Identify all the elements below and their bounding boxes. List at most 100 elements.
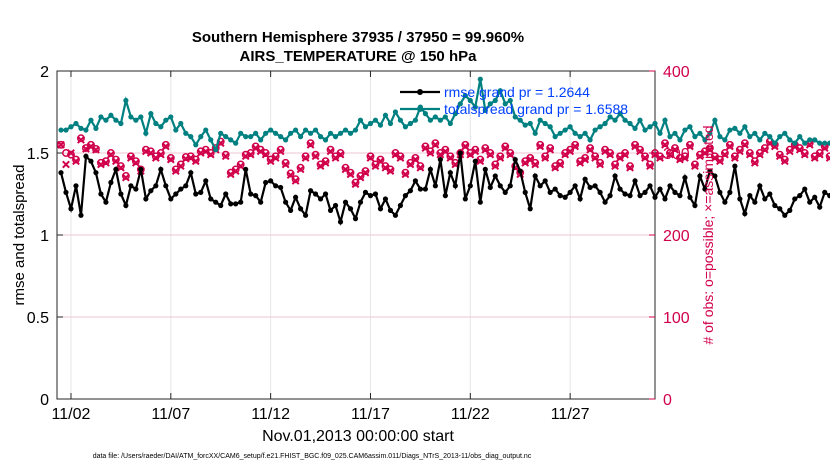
totalspread-point: [218, 130, 224, 136]
totalspread-point: [507, 97, 513, 104]
possible-marker: [646, 160, 654, 169]
assimilated-marker: [77, 135, 85, 144]
rmse-point: [572, 183, 578, 189]
assimilated-marker: [611, 162, 619, 171]
possible-marker: [730, 152, 739, 161]
assimilated-marker: [276, 147, 285, 156]
rmse-point: [762, 196, 768, 202]
totalspread-point: [302, 127, 309, 133]
y-left-tick-label-4: 2: [40, 64, 49, 81]
assimilated-marker: [82, 144, 90, 153]
rmse-point: [682, 175, 688, 181]
totalspread-point: [827, 140, 830, 146]
rmse-point: [662, 196, 668, 202]
assimilated-marker: [281, 160, 290, 169]
y-axis-left-ticks: 0 0.5 1 1.5 2: [27, 64, 63, 409]
possible-marker: [301, 152, 310, 161]
totalspread-point: [822, 140, 828, 146]
totalspread-point: [377, 122, 384, 128]
possible-marker: [591, 152, 600, 161]
assimilated-marker: [266, 157, 275, 166]
rmse-point: [642, 189, 648, 195]
y-axis-right-label: # of obs: o=possible; ×=assimilated: [700, 125, 716, 344]
rmse-point: [812, 194, 818, 200]
totalspread-point: [817, 140, 823, 146]
rmse-point: [223, 191, 229, 197]
rmse-point: [332, 202, 339, 209]
assimilated-marker: [441, 147, 450, 156]
totalspread-point: [472, 104, 478, 110]
x-tick-label-4: 11/22: [451, 406, 490, 423]
assimilated-marker: [336, 150, 345, 159]
totalspread-point: [467, 97, 473, 104]
totalspread-point: [88, 117, 94, 123]
totalspread-line: [61, 79, 830, 153]
totalspread-point: [58, 127, 64, 133]
totalspread-point: [457, 101, 463, 107]
rmse-point: [312, 191, 319, 197]
totalspread-point: [193, 142, 199, 148]
totalspread-point: [307, 130, 314, 136]
assimilated-marker: [111, 157, 120, 166]
footnote: data file: /Users/raeder/DAI/ATM_forcXX/…: [93, 453, 532, 460]
rmse-point: [612, 173, 618, 179]
possible-marker: [236, 160, 245, 169]
rmse-point: [602, 199, 608, 205]
possible-marker: [446, 152, 455, 161]
rmse-point: [777, 206, 783, 212]
rmse-point: [542, 178, 548, 184]
assimilated-marker: [471, 147, 480, 156]
totalspread-point: [547, 124, 553, 130]
totalspread-point: [612, 117, 618, 123]
possible-marker: [111, 155, 120, 164]
totalspread-point: [577, 134, 583, 140]
totalspread-point: [572, 130, 578, 136]
possible-marker: [371, 160, 380, 169]
rmse-point: [233, 201, 239, 207]
totalspread-point: [68, 124, 74, 130]
rmse-point: [98, 191, 104, 197]
rmse-point: [183, 183, 189, 189]
rmse-point: [302, 212, 309, 218]
totalspread-point: [148, 111, 154, 117]
assimilated-marker: [141, 147, 150, 156]
rmse-point: [507, 183, 513, 189]
totalspread-point: [752, 130, 758, 136]
assimilated-marker: [616, 154, 624, 162]
possible-marker: [276, 145, 285, 154]
rmse-point: [757, 183, 763, 189]
assimilated-marker: [750, 158, 759, 167]
possible-marker: [161, 140, 170, 149]
totalspread-point: [402, 124, 409, 130]
totalspread-point: [73, 120, 79, 127]
rmse-point: [193, 191, 199, 197]
assimilated-marker: [381, 163, 390, 172]
rmse-point: [93, 170, 99, 176]
rmse-point: [238, 199, 244, 205]
rmse-point: [502, 189, 508, 195]
rmse-point: [402, 193, 409, 199]
totalspread-point: [312, 127, 319, 133]
assimilated-marker: [686, 142, 694, 151]
rmse-point: [437, 156, 443, 163]
totalspread-point: [697, 130, 703, 136]
totalspread-point: [452, 111, 458, 117]
assimilated-marker: [701, 149, 709, 157]
rmse-point: [173, 191, 179, 197]
rmse-point: [322, 191, 329, 197]
assimilated-marker: [256, 147, 265, 156]
possible-marker: [336, 149, 345, 157]
assimilated-marker: [226, 170, 235, 179]
totalspread-point: [592, 127, 598, 133]
assimilated-marker: [386, 167, 395, 175]
rmse-point: [732, 163, 738, 169]
possible-marker: [166, 153, 175, 162]
assimilated-marker: [246, 150, 255, 159]
assimilated-marker: [730, 154, 739, 162]
totalspread-point: [113, 117, 119, 123]
totalspread-point: [208, 137, 214, 143]
rmse-point: [153, 183, 159, 189]
totalspread-point: [767, 134, 773, 140]
rmse-point: [562, 194, 568, 200]
